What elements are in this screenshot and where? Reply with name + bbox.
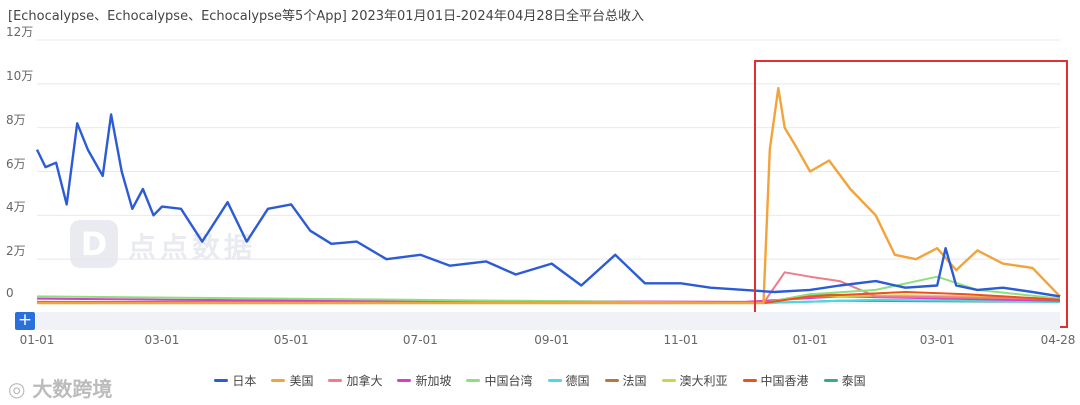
legend-item[interactable]: 德国 <box>547 372 590 389</box>
legend-label: 美国 <box>289 374 314 388</box>
legend-item[interactable]: 新加坡 <box>397 372 451 389</box>
legend-label: 日本 <box>232 374 257 388</box>
legend-swatch <box>742 379 757 382</box>
corner-logo: ◎ 大数跨境 <box>8 373 112 402</box>
legend-item[interactable]: 法国 <box>604 372 647 389</box>
watermark: D 点点数据 <box>70 220 310 270</box>
highlight-box <box>754 60 1068 328</box>
x-tick-label: 11-01 <box>663 333 699 347</box>
legend-label: 新加坡 <box>415 374 452 388</box>
x-tick-label: 01-01 <box>792 333 828 347</box>
legend-item[interactable]: 泰国 <box>823 372 866 389</box>
legend-swatch <box>547 379 562 382</box>
x-tick-label: 04-28 <box>1040 333 1076 347</box>
legend-label: 加拿大 <box>346 374 383 388</box>
x-tick-label: 03-01 <box>919 333 955 347</box>
series-line-美国 <box>37 86 1061 305</box>
legend-item[interactable]: 美国 <box>271 372 313 389</box>
legend-item[interactable]: 中国台湾 <box>466 372 533 389</box>
wechat-icon: ◎ <box>8 377 26 401</box>
legend-item[interactable]: 中国香港 <box>742 372 809 389</box>
legend: 日本 美国 加拿大 新加坡 中国台湾 德国 法国 澳大利亚 中国香港 泰国 <box>0 372 1080 389</box>
series-line-日本 <box>35 113 1061 298</box>
x-tick-label: 09-01 <box>534 333 570 347</box>
x-tick-label: 07-01 <box>402 333 438 347</box>
x-tick-label: 03-01 <box>144 333 180 347</box>
legend-item[interactable]: 日本 <box>214 372 256 389</box>
zoom-plus-button[interactable]: + <box>15 312 35 330</box>
range-slider-track[interactable] <box>36 312 1060 330</box>
corner-logo-text: 大数跨境 <box>32 377 113 401</box>
y-tick-label: 12万 <box>6 25 34 39</box>
watermark-text: 点点数据 <box>128 231 257 264</box>
x-tick-label: 01-01 <box>19 333 55 347</box>
watermark-logo-icon: D <box>70 220 118 268</box>
y-tick-label: 10万 <box>6 68 34 83</box>
legend-swatch <box>823 379 838 382</box>
legend-item[interactable]: 加拿大 <box>328 372 382 389</box>
chart-title: [Echocalypse、Echocalypse、Echocalypse等5个A… <box>8 9 644 24</box>
x-tick-label: 05-01 <box>273 333 309 347</box>
y-tick-label: 0 <box>6 286 14 300</box>
legend-swatch <box>214 379 229 382</box>
legend-swatch <box>397 379 412 382</box>
legend-swatch <box>466 379 481 382</box>
y-tick-label: 8万 <box>6 112 26 127</box>
legend-label: 德国 <box>565 374 590 388</box>
legend-label: 法国 <box>622 374 647 388</box>
legend-swatch <box>604 379 619 382</box>
legend-label: 澳大利亚 <box>679 374 728 388</box>
legend-label: 中国香港 <box>760 374 809 388</box>
legend-label: 泰国 <box>841 374 866 388</box>
legend-swatch <box>661 379 676 382</box>
legend-label: 中国台湾 <box>484 374 533 388</box>
y-tick-label: 4万 <box>6 200 26 215</box>
legend-swatch <box>271 379 286 382</box>
legend-swatch <box>328 379 343 382</box>
legend-item[interactable]: 澳大利亚 <box>661 372 728 389</box>
y-tick-label: 2万 <box>6 244 26 259</box>
y-tick-label: 6万 <box>6 156 26 171</box>
